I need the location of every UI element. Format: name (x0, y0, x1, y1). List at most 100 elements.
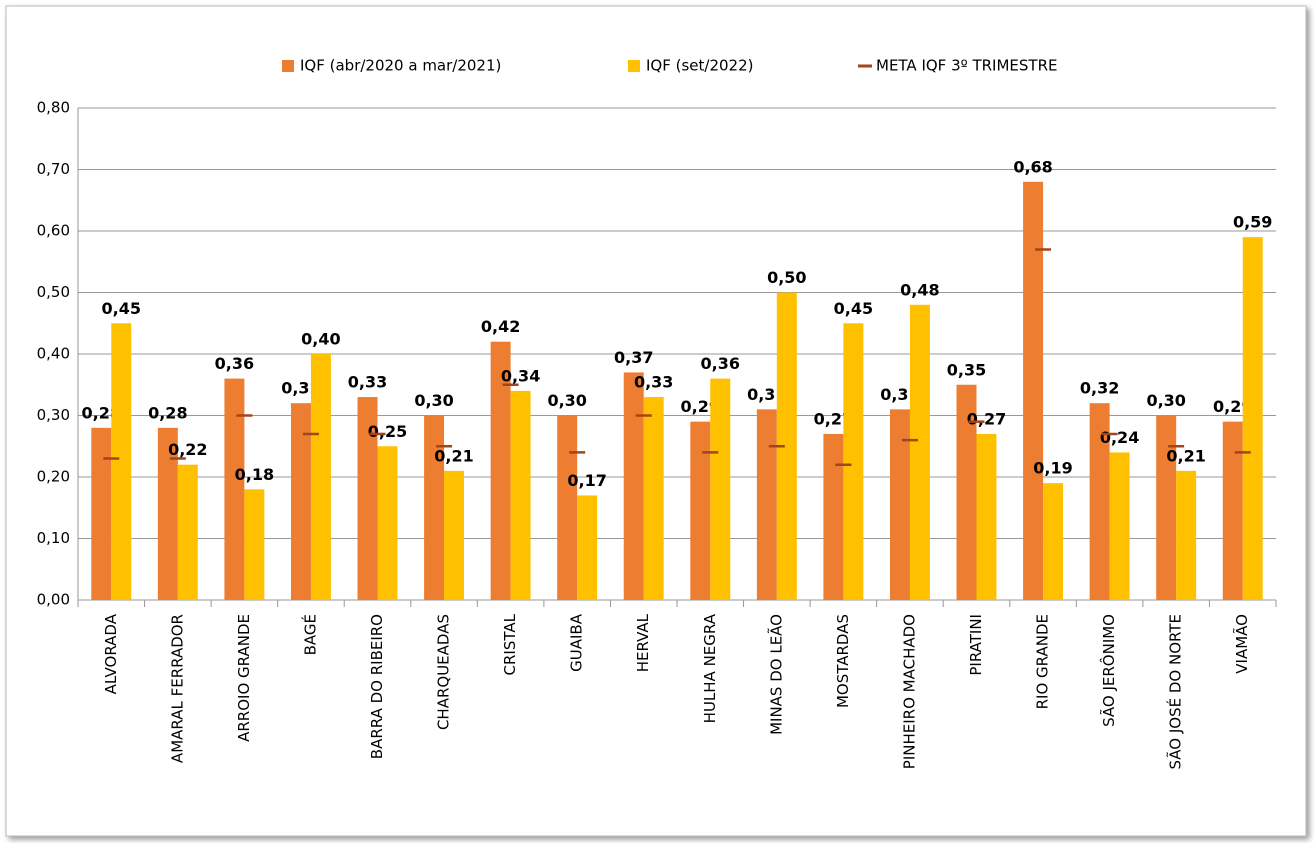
bar (224, 378, 245, 600)
x-tick-label: BAGÉ (300, 614, 319, 655)
bar (557, 415, 578, 600)
value-label: 0,21 (434, 446, 473, 465)
bar (756, 409, 777, 600)
value-label: 0,22 (168, 440, 207, 459)
bar (377, 446, 398, 600)
bar (823, 433, 844, 600)
x-tick-label: ARROIO GRANDE (235, 614, 253, 742)
value-label: 0,40 (301, 330, 340, 349)
bar (1043, 483, 1064, 600)
bar (889, 409, 910, 600)
bar (909, 304, 930, 600)
bar (244, 489, 265, 600)
value-label: 0,21 (1166, 446, 1205, 465)
legend-swatch (282, 60, 294, 72)
value-label: 0,30 (547, 391, 586, 410)
value-label: 0,45 (834, 299, 873, 318)
y-tick-label: 0,20 (37, 468, 70, 486)
value-label: 0,27 (967, 409, 1006, 428)
value-label: 0,19 (1033, 459, 1072, 478)
value-label: 0,59 (1233, 213, 1272, 232)
x-tick-label: GUAIBA (568, 613, 586, 672)
x-tick-label: CHARQUEADAS (435, 614, 453, 730)
value-label: 0,30 (1146, 391, 1185, 410)
value-label: 0,30 (414, 391, 453, 410)
bar (1176, 470, 1197, 600)
legend-swatch (628, 60, 640, 72)
value-label: 0,36 (215, 354, 254, 373)
value-label: 0,42 (481, 317, 520, 336)
bar (1242, 237, 1263, 600)
y-tick-label: 0,00 (37, 591, 70, 609)
bar (310, 354, 331, 600)
bar (643, 397, 664, 600)
bar (690, 421, 711, 600)
value-label: 0,28 (148, 403, 187, 422)
value-label: 0,31 (747, 385, 786, 404)
bar (444, 470, 465, 600)
y-tick-label: 0,80 (37, 99, 70, 117)
value-label: 0,33 (634, 373, 673, 392)
bar (111, 323, 132, 600)
value-label: 0,34 (501, 366, 540, 385)
value-label: 0,50 (767, 268, 806, 287)
bar (357, 397, 378, 600)
value-label: 0,45 (102, 299, 141, 318)
value-label: 0,24 (1100, 428, 1139, 447)
y-tick-label: 0,60 (37, 222, 70, 240)
y-tick-label: 0,50 (37, 283, 70, 301)
bar (177, 464, 198, 600)
y-tick-label: 0,40 (37, 345, 70, 363)
bar (1109, 452, 1130, 600)
x-tick-label: PIRATINI (967, 614, 985, 676)
bar (843, 323, 864, 600)
value-label: 0,25 (368, 422, 407, 441)
bar (976, 433, 997, 600)
value-label: 0,35 (947, 360, 986, 379)
value-label: 0,29 (1213, 397, 1252, 416)
bar (1023, 181, 1044, 601)
x-tick-label: VIAMÃO (1232, 614, 1251, 674)
legend-label: IQF (set/2022) (646, 57, 753, 75)
value-label: 0,29 (681, 397, 720, 416)
x-tick-label: SÃO JERÔNIMO (1099, 614, 1118, 727)
bar (490, 341, 511, 600)
bar (1089, 403, 1110, 600)
x-tick-label: SÃO JOSÉ DO NORTE (1166, 614, 1185, 770)
value-label: 0,28 (82, 403, 121, 422)
bar (424, 415, 445, 600)
x-tick-label: MINAS DO LEÃO (766, 614, 785, 735)
bar (91, 427, 112, 600)
value-label: 0,32 (1080, 379, 1119, 398)
x-tick-label: AMARAL FERRADOR (168, 614, 186, 763)
x-tick-label: RIO GRANDE (1034, 614, 1052, 709)
value-label: 0,31 (880, 385, 919, 404)
x-tick-label: PINHEIRO MACHADO (900, 614, 918, 769)
x-tick-label: HULHA NEGRA (701, 613, 719, 723)
legend-label: META IQF 3º TRIMESTRE (876, 57, 1057, 75)
value-label: 0,36 (701, 354, 740, 373)
value-label: 0,27 (814, 409, 853, 428)
x-tick-label: BARRA DO RIBEIRO (368, 614, 386, 759)
value-label: 0,17 (567, 471, 606, 490)
bar (290, 403, 311, 600)
x-tick-label: CRISTAL (501, 613, 519, 675)
y-tick-label: 0,70 (37, 160, 70, 178)
value-label: 0,18 (235, 465, 274, 484)
value-label: 0,37 (614, 348, 653, 367)
value-label: 0,33 (348, 373, 387, 392)
bar (1222, 421, 1243, 600)
bar (510, 390, 531, 600)
bar (623, 372, 644, 600)
bar (710, 378, 731, 600)
x-tick-label: MOSTARDAS (834, 614, 852, 708)
x-tick-label: ALVORADA (102, 613, 120, 694)
value-label: 0,32 (281, 379, 320, 398)
bar (577, 495, 598, 600)
bar (1156, 415, 1177, 600)
y-tick-label: 0,10 (37, 529, 70, 547)
bar (157, 427, 178, 600)
x-tick-label: HERVAL (634, 613, 652, 672)
y-tick-label: 0,30 (37, 406, 70, 424)
